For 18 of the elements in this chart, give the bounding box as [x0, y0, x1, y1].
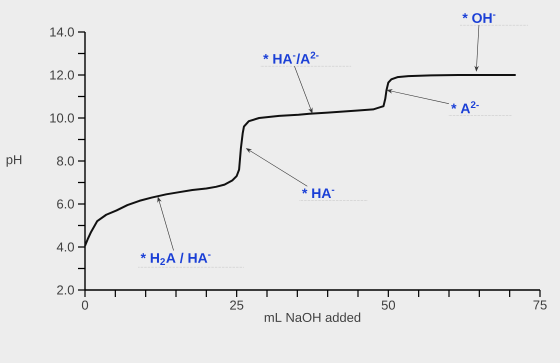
x-tick-label: 50	[382, 300, 396, 310]
y-tick-label: 10.0	[50, 113, 74, 123]
annotation: * OH$^{-}$	[462, 13, 496, 23]
x-tick-label: 0	[82, 300, 88, 310]
y-tick-label: 14.0	[50, 27, 74, 37]
y-tick-label: 4.0	[56, 242, 74, 252]
y-tick-label: 12.0	[50, 70, 74, 80]
annotation: * HA$^{-}$/A$^{2-}$	[263, 52, 319, 64]
y-tick-label: 2.0	[57, 285, 74, 295]
y-tick-label: 6.0	[57, 199, 74, 209]
x-tick-label: 25	[230, 300, 244, 310]
x-axis-title: mL NaOH added	[264, 312, 360, 322]
y-axis-title: pH	[6, 155, 22, 167]
x-tick-label: 75	[533, 300, 547, 310]
y-tick-label: 8.0	[57, 156, 74, 166]
annotation: * A$^{2-}$	[451, 101, 479, 114]
annotation: * H$_{2}$A / HA$^{-}$	[140, 252, 211, 265]
annotation: * HA$^{-}$	[302, 188, 334, 198]
